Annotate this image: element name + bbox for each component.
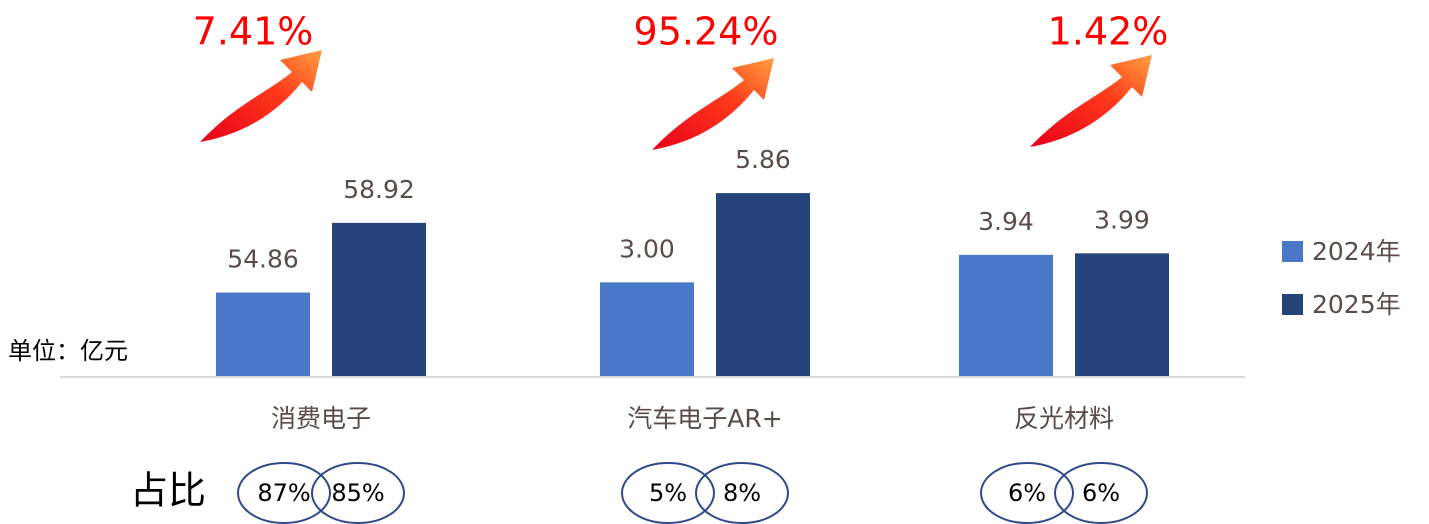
growth-arrow <box>1030 55 1152 147</box>
share-ellipse <box>237 462 331 524</box>
share-ellipse <box>695 462 789 524</box>
bar <box>600 282 694 376</box>
x-tick-label: 汽车电子AR+ <box>627 404 782 433</box>
bar <box>332 222 426 376</box>
share-ellipse <box>621 462 715 524</box>
x-tick-label: 消费电子 <box>271 404 371 433</box>
unit-label: 单位：亿元 <box>8 337 128 365</box>
bar <box>1075 253 1169 376</box>
share-ellipse <box>1054 462 1148 524</box>
growth-arrow <box>652 58 774 150</box>
share-value: 85% <box>331 479 384 507</box>
share-value: 6% <box>1082 479 1120 507</box>
share-value: 87% <box>257 479 310 507</box>
value-label: 54.86 <box>227 245 299 274</box>
value-label: 5.86 <box>735 145 791 174</box>
growth-arrow <box>200 50 322 142</box>
legend-label: 2025年 <box>1312 290 1401 319</box>
bar <box>959 254 1053 376</box>
share-ellipse <box>311 462 405 524</box>
value-label: 3.00 <box>619 234 675 263</box>
bar <box>716 193 810 376</box>
growth-annotation: 95.24% <box>634 10 779 54</box>
value-label: 3.94 <box>978 207 1034 236</box>
legend-swatch <box>1282 241 1303 262</box>
share-value: 5% <box>649 479 687 507</box>
share-label: 占比 <box>130 469 206 513</box>
share-value: 6% <box>1008 479 1046 507</box>
legend-label: 2024年 <box>1312 237 1401 266</box>
growth-annotation: 1.42% <box>1048 10 1169 54</box>
growth-annotation: 7.41% <box>193 10 314 54</box>
share-value: 8% <box>723 479 761 507</box>
legend-swatch <box>1282 294 1303 315</box>
share-ellipse <box>980 462 1074 524</box>
value-label: 58.92 <box>343 175 415 204</box>
bar <box>216 292 310 376</box>
value-label: 3.99 <box>1094 205 1150 234</box>
x-tick-label: 反光材料 <box>1014 404 1114 433</box>
